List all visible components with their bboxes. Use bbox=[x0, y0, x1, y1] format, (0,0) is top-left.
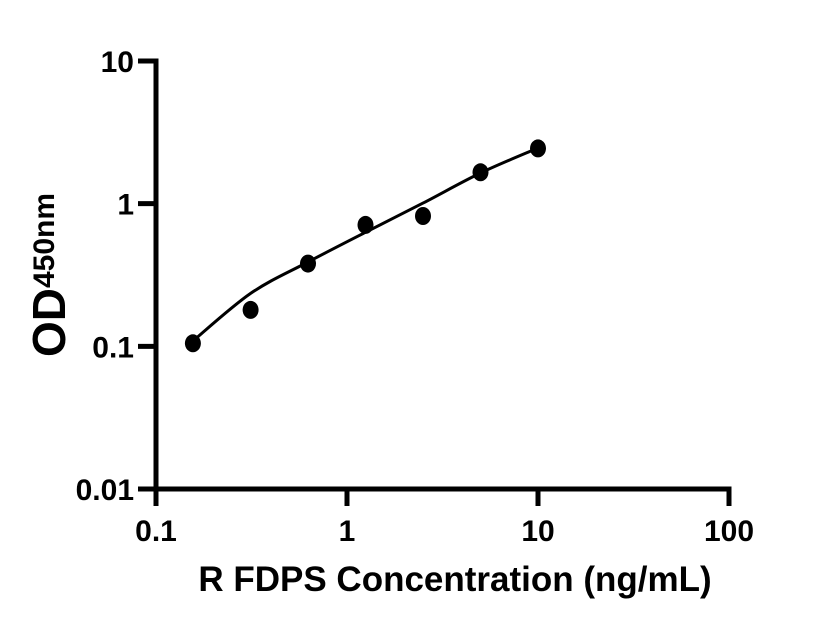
y-tick-label: 10 bbox=[101, 46, 134, 79]
x-tick-label: 1 bbox=[339, 515, 356, 548]
data-point bbox=[242, 300, 259, 319]
data-point bbox=[357, 215, 374, 234]
y-tick-label: 0.1 bbox=[92, 331, 134, 364]
x-axis-title: R FDPS Concentration (ng/mL) bbox=[198, 560, 712, 599]
y-tick-label: 0.01 bbox=[76, 474, 134, 507]
data-point bbox=[472, 163, 489, 182]
data-point bbox=[300, 254, 316, 273]
data-point bbox=[184, 334, 201, 353]
x-tick-label: 10 bbox=[521, 515, 554, 548]
x-tick-label: 0.1 bbox=[135, 515, 177, 548]
y-axis-title: OD 450nm bbox=[23, 192, 75, 358]
data-point bbox=[415, 207, 431, 225]
y-axis-title-subscript: 450nm bbox=[28, 192, 61, 289]
y-tick-label: 1 bbox=[117, 189, 134, 222]
y-axis-title-main: OD bbox=[23, 288, 75, 358]
data-point bbox=[530, 139, 546, 158]
x-tick-label: 100 bbox=[704, 515, 754, 548]
